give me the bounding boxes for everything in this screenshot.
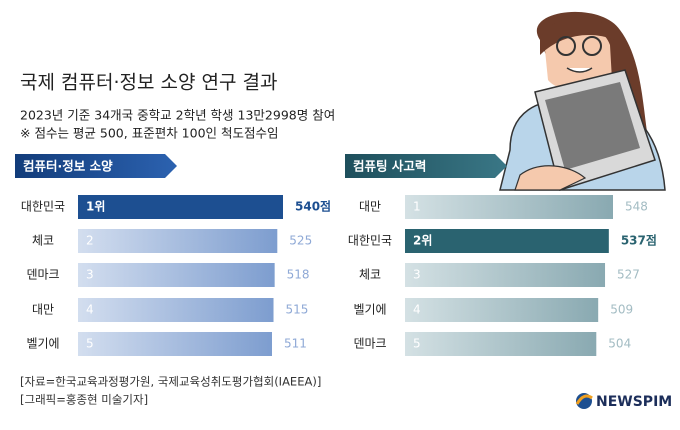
category-label: 덴마크 (353, 337, 386, 351)
value-label: 511 (284, 337, 307, 351)
category-label: 체코 (32, 234, 54, 248)
bar (78, 195, 283, 219)
rank-label: 2 (86, 234, 94, 248)
value-label: 537점 (621, 233, 657, 248)
category-label: 벨기에 (353, 303, 386, 317)
bar (405, 229, 609, 253)
rank-label: 2위 (413, 234, 432, 248)
category-label: 대만 (32, 303, 54, 317)
bar (405, 332, 597, 356)
rank-label: 3 (413, 268, 421, 282)
category-label: 벨기에 (26, 337, 59, 351)
value-label: 525 (289, 234, 312, 248)
value-label: 509 (610, 303, 633, 317)
chart-title: 컴퓨터·정보 소양 (23, 159, 113, 174)
bar (78, 229, 278, 253)
category-label: 대한민국 (348, 234, 392, 248)
rank-label: 3 (86, 268, 94, 282)
rank-label: 5 (413, 337, 421, 351)
chart-title-box (345, 154, 507, 178)
rank-label: 4 (413, 303, 421, 317)
chart-title: 컴퓨팅 사고력 (353, 159, 426, 174)
subtitle: ※ 점수는 평균 500, 표준편차 100인 척도점수임 (20, 126, 279, 141)
value-label: 515 (286, 303, 309, 317)
bar (78, 332, 272, 356)
chart-title-box (15, 154, 177, 178)
logo: NEWSPIM (575, 393, 672, 410)
bar (405, 298, 599, 322)
credit: [그래픽=홍종현 미술기자] (20, 393, 148, 407)
source: [자료=한국교육과정평가원, 국제교육성취도평가협회(IAEEA)] (20, 375, 321, 389)
rank-label: 5 (86, 337, 94, 351)
bar (405, 195, 613, 219)
subtitle: 2023년 기준 34개국 중학교 2학년 학생 13만2998명 참여 (20, 108, 335, 123)
rank-label: 1위 (86, 200, 105, 214)
illustration (499, 11, 666, 191)
logo-text: NEWSPIM (596, 394, 672, 410)
value-label: 540점 (295, 199, 331, 214)
rank-label: 4 (86, 303, 94, 317)
bar (405, 263, 606, 287)
value-label: 518 (287, 268, 310, 282)
rank-label: 1 (413, 200, 421, 214)
value-label: 504 (608, 337, 631, 351)
title: 국제 컴퓨터·정보 소양 연구 결과 (20, 72, 277, 94)
value-label: 527 (617, 268, 640, 282)
category-label: 대만 (359, 200, 381, 214)
bar (78, 298, 274, 322)
value-label: 548 (625, 200, 648, 214)
category-label: 체코 (359, 268, 381, 282)
category-label: 대한민국 (21, 200, 65, 214)
bar (78, 263, 275, 287)
category-label: 덴마크 (26, 268, 59, 282)
